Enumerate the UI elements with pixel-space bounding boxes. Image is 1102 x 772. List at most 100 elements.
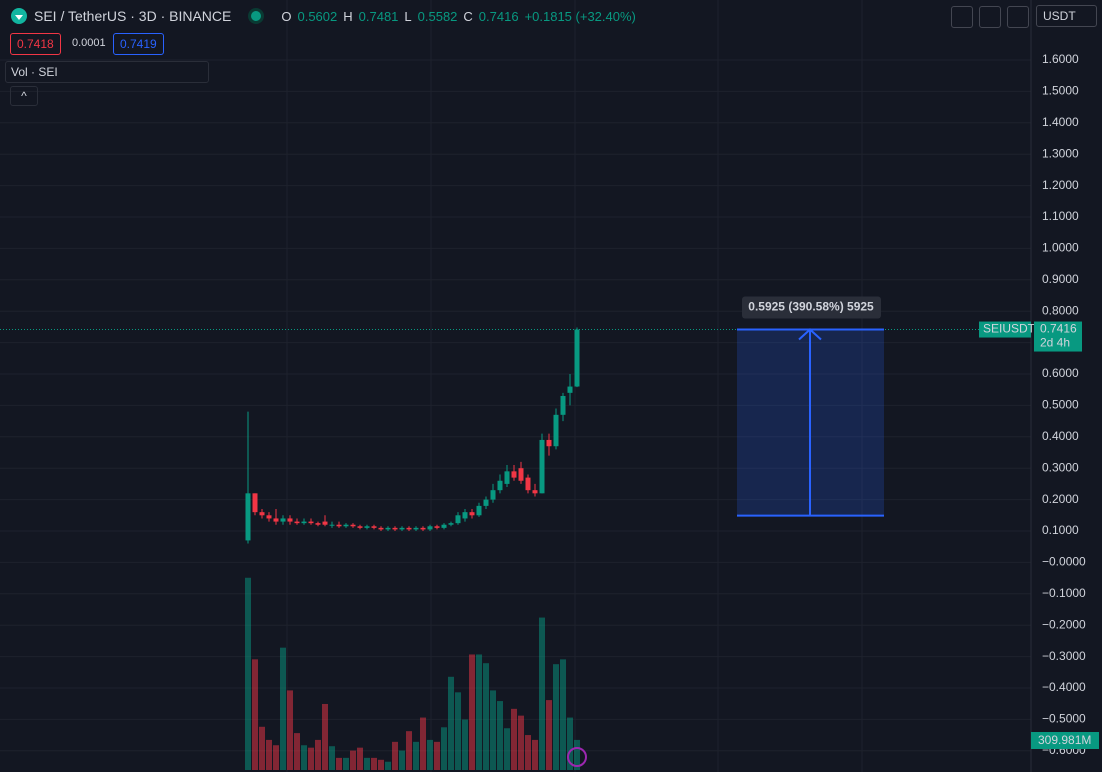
y-tick-label: 0.6000	[1042, 366, 1079, 380]
change: +0.1815 (+32.40%)	[524, 8, 636, 24]
price-label: 0.7416	[1040, 322, 1077, 336]
volume-bar	[560, 659, 566, 770]
candle-body	[441, 524, 447, 528]
logo	[11, 8, 27, 24]
arrow-head	[798, 328, 822, 341]
volume-bar	[434, 741, 440, 770]
volume-bar	[308, 747, 314, 770]
volume-bar	[448, 676, 454, 770]
candle-body	[539, 439, 545, 494]
volume-bar	[273, 745, 279, 770]
volume-bar	[455, 692, 461, 770]
volume-bar	[574, 739, 580, 770]
y-tick-label: 0.3000	[1042, 460, 1079, 474]
y-tick-label: −0.0000	[1042, 555, 1086, 569]
y-tick-label: 1.3000	[1042, 146, 1079, 160]
candle-body	[490, 490, 496, 500]
y-tick-label: 1.1000	[1042, 209, 1079, 223]
volume-bar	[266, 739, 272, 770]
spread: 0.0001	[72, 37, 106, 49]
volume-tag	[1031, 732, 1099, 749]
countdown: 2d 4h	[1040, 336, 1070, 350]
volume-label: 309.981M	[1038, 733, 1091, 747]
volume-bar	[406, 731, 412, 770]
candle-body	[245, 493, 251, 541]
y-tick-label: −0.2000	[1042, 617, 1086, 631]
y-tick-label: 1.6000	[1042, 52, 1079, 66]
button[interactable]	[951, 6, 973, 28]
volume-bar	[483, 663, 489, 770]
candle-body	[273, 518, 279, 522]
candle-body	[476, 505, 482, 516]
h-label: H	[343, 8, 353, 24]
candle-body	[546, 439, 552, 447]
volume-bar	[462, 719, 468, 770]
h-value: 0.7481	[358, 8, 399, 24]
candle-body	[427, 526, 433, 530]
c-value: 0.7416	[478, 8, 519, 24]
collapse[interactable]: ^	[10, 86, 38, 106]
candle-body	[406, 527, 412, 530]
candle-body	[525, 477, 531, 491]
candle-body	[567, 386, 573, 393]
volume-bar	[497, 701, 503, 770]
y-tick-label: 0.2000	[1042, 492, 1079, 506]
volume-bar	[532, 739, 538, 770]
volume-bar	[504, 728, 510, 770]
candle-body	[308, 521, 314, 524]
volume-bar	[294, 733, 300, 770]
candle-body	[511, 471, 517, 478]
o-label: O	[281, 8, 292, 24]
candle-body	[483, 499, 489, 506]
candle-body	[287, 518, 293, 522]
buy-button[interactable]: 0.7419	[113, 33, 164, 55]
volume-bar	[413, 741, 419, 770]
l-label: L	[404, 8, 412, 24]
candle-body	[420, 527, 426, 530]
volume-bar	[546, 700, 552, 770]
symbol: SEI / TetherUS · 3D · BINANCE	[34, 8, 232, 24]
volume-bar	[364, 757, 370, 770]
measure-label: 0.5925 (390.58%) 5925	[748, 300, 874, 314]
candle-body	[497, 480, 503, 491]
y-tick-label: 1.4000	[1042, 115, 1079, 129]
y-tick-label: −0.1000	[1042, 586, 1086, 600]
sell-button[interactable]: 0.7418	[10, 33, 61, 55]
volume-bar	[553, 664, 559, 770]
symbol-tag	[979, 321, 1031, 338]
candle-body	[518, 468, 524, 481]
button[interactable]	[1007, 6, 1029, 28]
volume-bar	[441, 727, 447, 770]
flash-icon	[567, 747, 587, 767]
candle-body	[385, 527, 391, 530]
volume-bar	[385, 761, 391, 770]
y-tick-label: −0.4000	[1042, 680, 1086, 694]
candle-body	[399, 527, 405, 530]
y-tick-label: −0.3000	[1042, 649, 1086, 663]
y-tick-label: 1.2000	[1042, 178, 1079, 192]
volume-bar	[511, 708, 517, 770]
volume-bar	[322, 703, 328, 770]
currency-select[interactable]: USDT	[1036, 5, 1097, 27]
indicator-legend[interactable]: Vol · SEI	[5, 61, 209, 83]
candle-body	[350, 524, 356, 527]
y-tick-label: 0.1000	[1042, 523, 1079, 537]
c-label: C	[463, 8, 473, 24]
volume-bar	[245, 577, 251, 770]
volume-bar	[378, 759, 384, 770]
button[interactable]	[979, 6, 1001, 28]
volume-bar	[539, 617, 545, 770]
volume-bar	[399, 750, 405, 770]
y-tick-label: 0.8000	[1042, 303, 1079, 317]
candle-body	[357, 526, 363, 528]
candle-body	[392, 527, 398, 530]
volume-bar	[518, 715, 524, 770]
candle-body	[322, 521, 328, 525]
candle-body	[553, 414, 559, 447]
l-value: 0.5582	[417, 8, 458, 24]
volume-bar	[469, 654, 475, 770]
candle-body	[259, 512, 265, 516]
candle-body	[413, 527, 419, 530]
